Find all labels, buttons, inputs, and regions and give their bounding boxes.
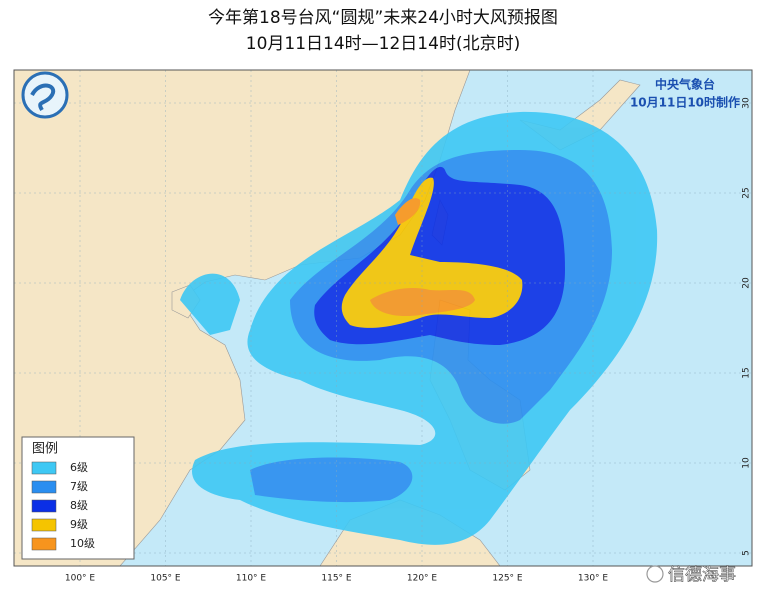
lon-label: 120° E [407,574,438,584]
lat-label: 5 [742,550,752,556]
logo-mark [30,83,56,112]
legend-swatch [31,499,57,513]
lon-label: 130° E [578,574,609,584]
lon-label: 125° E [492,574,523,584]
legend-swatch [31,518,57,532]
lat-label: 15 [742,367,752,378]
lat-label: 10 [742,457,752,469]
lon-label: 100° E [65,574,96,584]
map-area [14,70,752,566]
legend-label: 8级 [70,499,88,512]
subtitle: 10月11日14时—12日14时(北京时) [246,34,520,54]
map-frame [13,69,753,567]
legend-title: 图例 [32,442,58,457]
legend-label: 6级 [70,461,88,474]
lon-label: 110° E [236,574,267,584]
issue-time: 10月11日10时制作 [630,95,740,110]
watermark-text: 信德海事 [668,565,736,585]
title: 今年第18号台风“圆规”未来24小时大风预报图 [208,8,558,28]
lat-label: 20 [742,277,752,289]
agency-name: 中央气象台 [655,77,715,92]
legend-swatch [31,480,57,494]
graticule [14,70,752,566]
legend-label: 7级 [70,480,88,493]
legend-label: 9级 [70,518,88,531]
lat-label: 30 [742,97,752,109]
watermark-icon [646,565,664,583]
watermark: 信德海事 [646,565,736,585]
lon-label: 105° E [150,574,181,584]
legend-swatch [31,537,57,551]
zone-9 [341,177,523,328]
legend-label: 10级 [70,537,95,550]
lat-label: 25 [742,187,752,198]
lon-label: 115° E [321,574,352,584]
legend: 图例 6级 7级 8级 9级 10级 [21,436,135,560]
logo [21,71,69,119]
zone-10 [370,198,475,317]
legend-swatch [31,461,57,475]
